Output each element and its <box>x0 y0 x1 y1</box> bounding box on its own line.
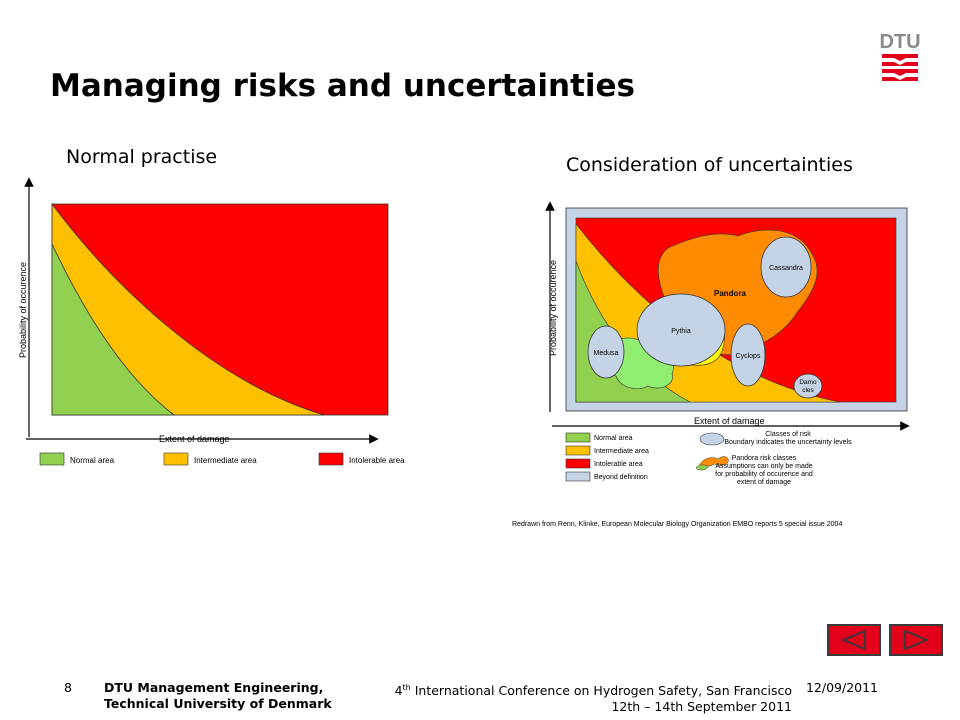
x-axis-label: Extent of damage <box>694 416 765 426</box>
legend-label-normal: Normal area <box>70 456 115 465</box>
legend-swatch-intolerable <box>565 458 591 469</box>
left-heading: Normal practise <box>66 146 218 168</box>
normal-area <box>51 243 176 416</box>
legend-swatch-intolerable <box>318 452 344 466</box>
pythia-label: Pythia <box>671 328 691 335</box>
legend-label-intermediate: Intermediate area <box>594 448 649 455</box>
y-axis-label: Probability of occurence <box>18 262 28 358</box>
damocles-label-line2: cles <box>802 387 814 394</box>
legend-pandora-line2: Assumptions can only be made <box>715 463 812 470</box>
footer-org-line1: DTU Management Engineering, <box>104 680 324 695</box>
cassandra-ellipse <box>760 236 812 298</box>
legend-pandora-line3: for probability of occurence and <box>715 471 813 478</box>
legend-swatch-beyond <box>565 471 591 482</box>
cyclops-label: Cyclops <box>736 353 761 360</box>
legend-pandora-line4: extent of damage <box>737 479 791 486</box>
legend-swatch-classes <box>699 432 725 446</box>
legend-label-normal: Normal area <box>594 435 633 442</box>
footer-conf-line1-wrap: 4th International Conference on Hydrogen… <box>380 680 792 699</box>
medusa-label: Medusa <box>594 350 619 357</box>
normal-practise-diagram: Probability of occurence Extent of damag… <box>18 177 405 466</box>
medusa-ellipse <box>587 325 625 379</box>
uncertainties-diagram: Pandora Pythia Medusa Cassandra Cyclops … <box>512 201 910 528</box>
legend-swatch-pandora-small <box>695 464 709 471</box>
legend-pandora-line1: Pandora risk classes <box>732 455 797 462</box>
cassandra-label: Cassandra <box>769 265 803 272</box>
x-axis-label: Extent of damage <box>159 434 230 444</box>
legend-label-intolerable: Intolerable area <box>349 456 405 465</box>
dtu-logo-icon: DTU <box>879 31 921 81</box>
legend-label-beyond: Beyond definition <box>594 474 648 481</box>
footer-conf-line2: 12th – 14th September 2011 <box>611 699 792 715</box>
damocles-label-line1: Damo <box>799 379 817 386</box>
page-number: 8 <box>64 680 72 695</box>
legend-label-intolerable: Intolerable area <box>594 461 643 468</box>
footer-organization: DTU Management Engineering, Technical Un… <box>104 680 332 712</box>
logo-text: DTU <box>879 31 920 53</box>
pythia-ellipse <box>636 293 726 367</box>
pandora-label: Pandora <box>714 289 747 298</box>
footer-org-line2: Technical University of Denmark <box>104 696 332 711</box>
y-axis-label: Probability of occurence <box>548 260 558 356</box>
cyclops-ellipse <box>730 323 766 387</box>
right-heading: Consideration of uncertainties <box>566 154 853 176</box>
triangle-right-icon <box>904 630 928 650</box>
legend-swatch-intermediate <box>163 452 189 466</box>
legend-label-intermediate: Intermediate area <box>194 456 257 465</box>
legend-swatch-normal <box>39 452 65 466</box>
footer-conference: 4th International Conference on Hydrogen… <box>380 680 792 715</box>
legend-classes-line2: Boundary indicates the uncertainty level… <box>724 439 852 446</box>
legend-classes-line1: Classes of risk <box>765 431 811 438</box>
damocles-ellipse <box>793 373 823 399</box>
legend-swatch-pandora <box>699 456 729 468</box>
previous-slide-button[interactable] <box>827 624 881 656</box>
footer-conf-suffix: th <box>402 683 411 692</box>
legend-swatch-normal <box>565 432 591 443</box>
footer-conf-ordinal: 4 <box>394 683 403 699</box>
slide-title: Managing risks and uncertainties <box>50 68 636 104</box>
footer-date: 12/09/2011 <box>805 680 878 695</box>
next-slide-button[interactable] <box>889 624 943 656</box>
triangle-left-icon <box>842 630 866 650</box>
legend-swatch-intermediate <box>565 445 591 456</box>
source-note: Redrawn from Renn, Klinke, European Mole… <box>512 521 842 528</box>
footer-conf-line1: International Conference on Hydrogen Saf… <box>410 683 792 699</box>
